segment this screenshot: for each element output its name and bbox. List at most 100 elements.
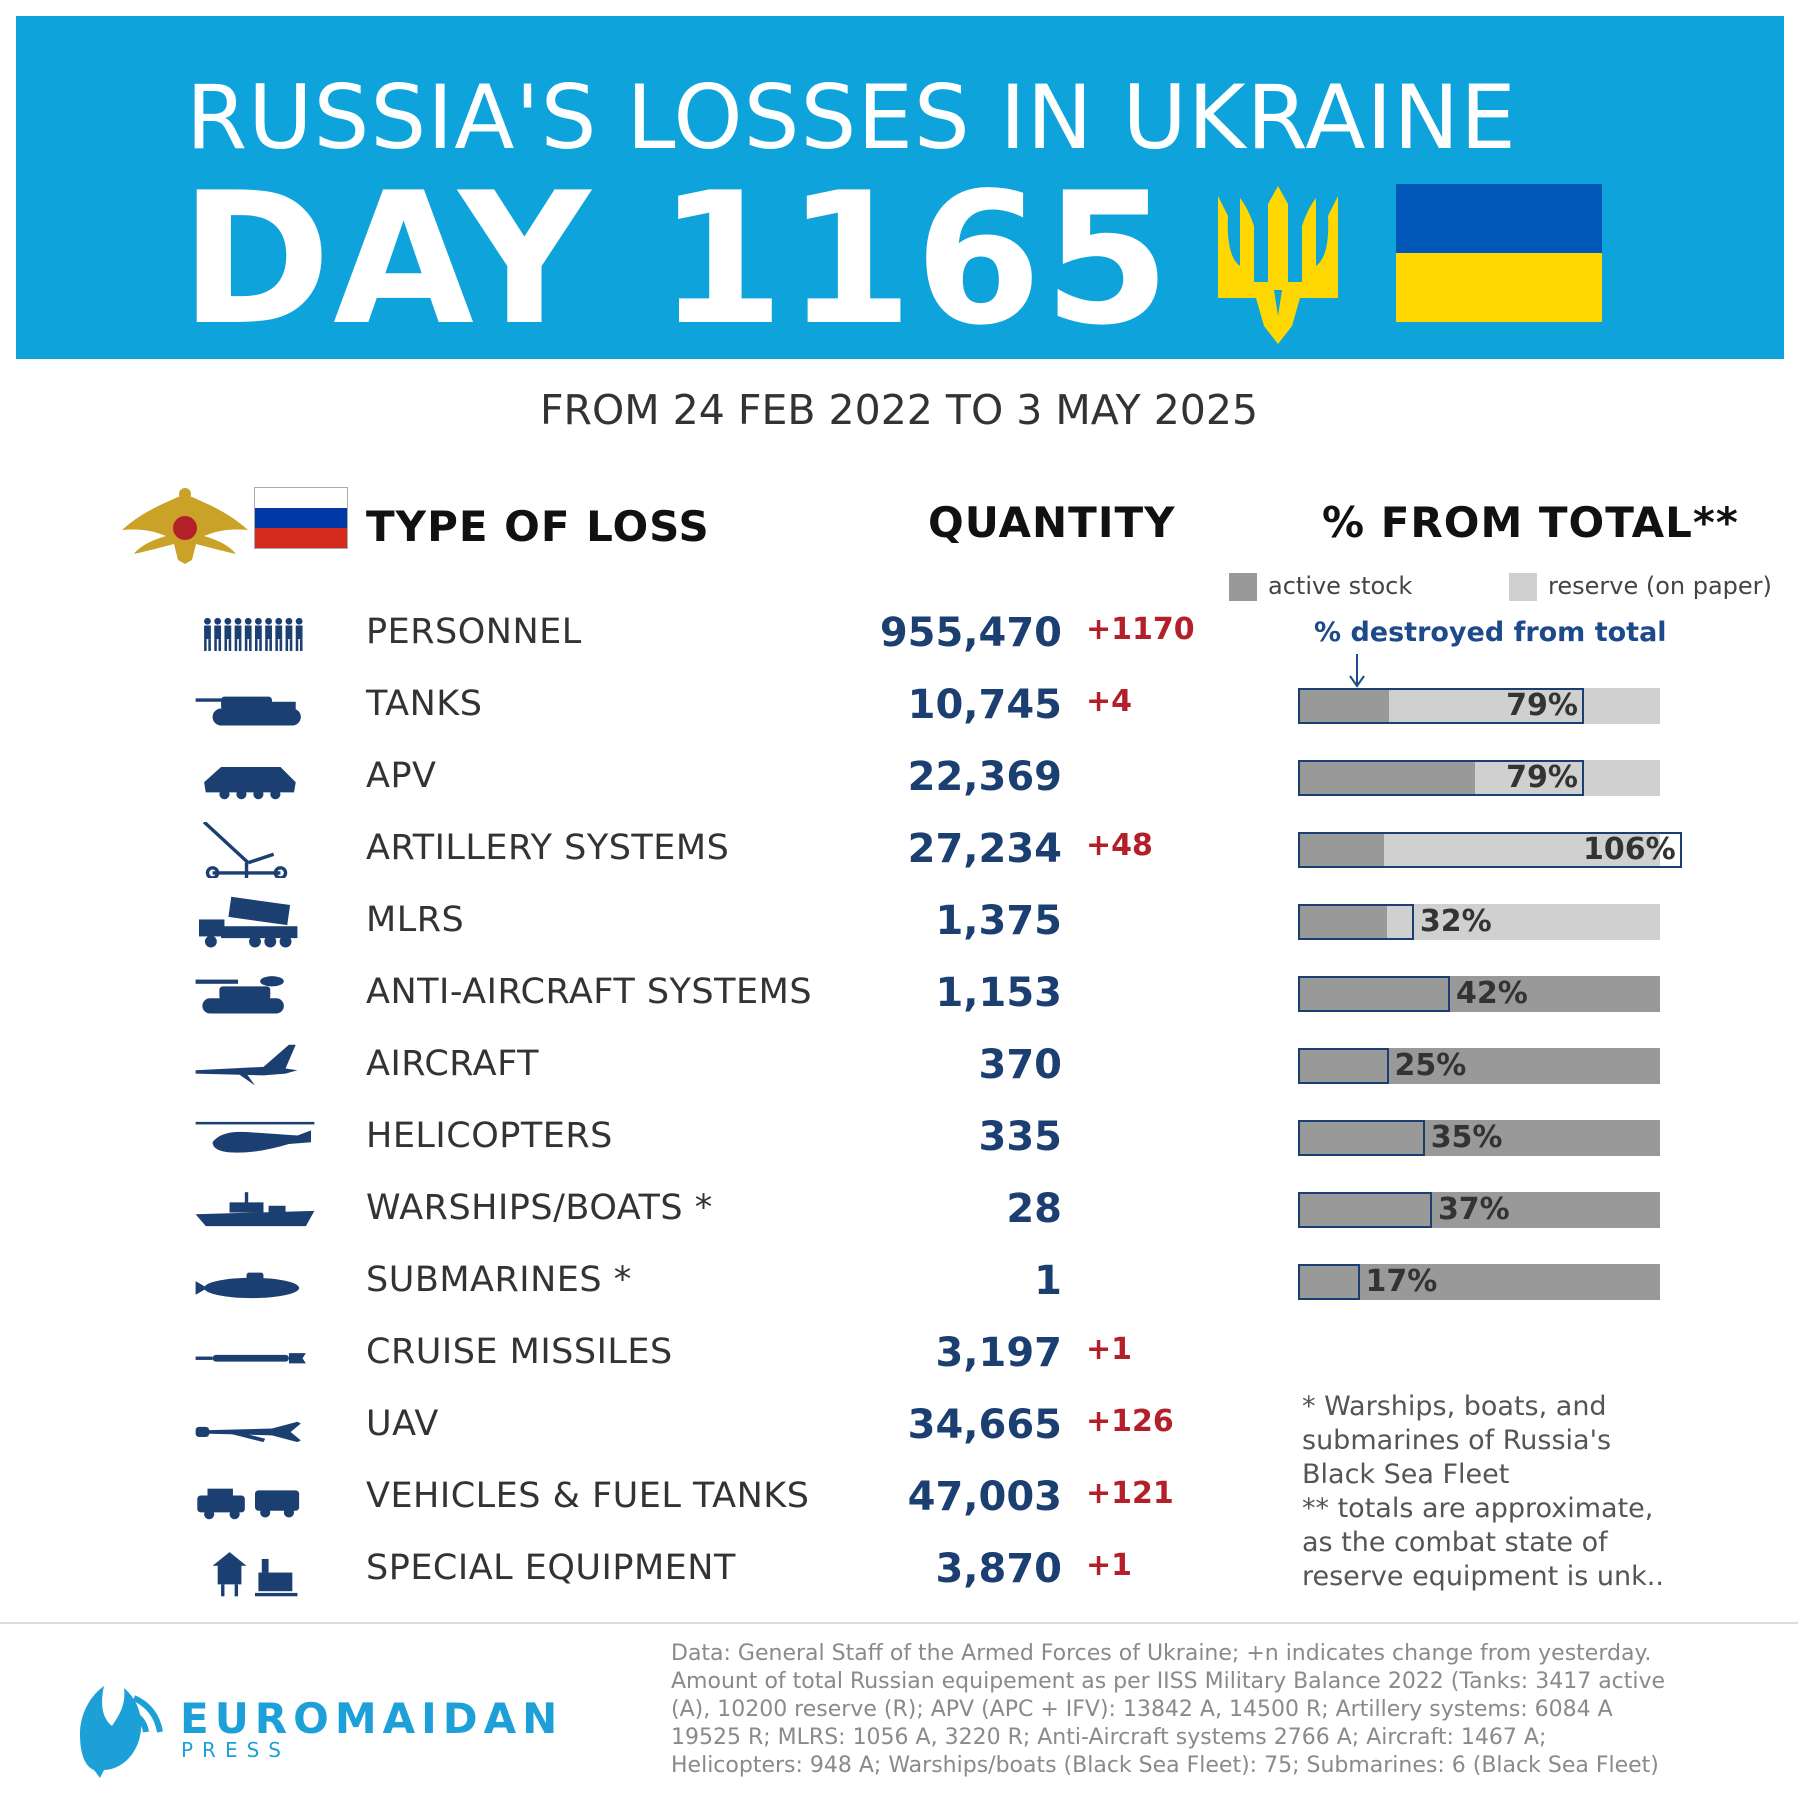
submarine-icon xyxy=(195,1272,300,1299)
russia-flag xyxy=(254,487,348,549)
date-range: FROM 24 FEB 2022 TO 3 MAY 2025 xyxy=(539,386,1259,434)
apv-icon xyxy=(204,766,296,800)
helicopter-icon xyxy=(195,1121,315,1153)
bar-reserve-stock xyxy=(1387,904,1660,940)
loss-quantity: 3,197 xyxy=(935,1330,1062,1376)
artillery-icon xyxy=(202,822,288,878)
loss-quantity: 22,369 xyxy=(907,754,1062,800)
percent-bar: 25% xyxy=(1298,1048,1660,1084)
loss-type-label: VEHICLES & FUEL TANKS xyxy=(366,1476,810,1516)
loss-quantity: 1,153 xyxy=(935,970,1062,1016)
tank-icon xyxy=(195,696,301,726)
footnote-line: * Warships, boats, and xyxy=(1302,1391,1607,1422)
percent-bar: 106% xyxy=(1298,832,1682,868)
table-row: SPECIAL EQUIPMENT 3,870 +1 xyxy=(0,1534,1798,1606)
loss-delta: +48 xyxy=(1086,828,1153,863)
bar-active-stock xyxy=(1298,760,1475,796)
bar-destroyed xyxy=(1298,760,1584,796)
arrow-down-icon xyxy=(1349,654,1365,688)
footnote-line: Black Sea Fleet xyxy=(1302,1459,1510,1490)
percent-bar: 32% xyxy=(1298,904,1660,940)
loss-type-label: PERSONNEL xyxy=(366,612,582,652)
table-row: PERSONNEL 955,470 +1170 xyxy=(0,598,1798,670)
footnote-line: as the combat state of xyxy=(1302,1527,1608,1558)
legend-active-label: active stock xyxy=(1268,572,1413,600)
page-title: RUSSIA'S LOSSES IN UKRAINE xyxy=(186,66,1517,169)
footnote-line: ** totals are approximate, xyxy=(1302,1493,1654,1524)
loss-quantity: 1 xyxy=(1034,1258,1062,1304)
percent-bar: 37% xyxy=(1298,1192,1660,1228)
percent-bar: 79% xyxy=(1298,688,1660,724)
loss-type-label: ARTILLERY SYSTEMS xyxy=(366,828,730,868)
footnote: * Warships, boats, and submarines of Rus… xyxy=(1302,1390,1722,1594)
percent-label: 35% xyxy=(1430,1120,1503,1155)
bar-active-stock xyxy=(1298,688,1389,724)
bar-reserve-stock xyxy=(1474,760,1660,796)
loss-type-label: HELICOPTERS xyxy=(366,1116,613,1156)
table-row: TANKS 10,745 +4 79% xyxy=(0,670,1798,742)
brand-name: EUROMAIDAN xyxy=(180,1694,564,1743)
percent-from-total-header: % FROM TOTAL** xyxy=(1322,498,1739,547)
bar-reserve-stock xyxy=(1388,688,1660,724)
percent-bar: 17% xyxy=(1298,1264,1660,1300)
percent-label: 79% xyxy=(1506,760,1578,795)
aircraft-icon xyxy=(195,1044,298,1086)
percent-label: 17% xyxy=(1365,1264,1438,1299)
table-row: MLRS 1,375 32% xyxy=(0,886,1798,958)
percent-bar: 35% xyxy=(1298,1120,1660,1156)
bar-active-stock xyxy=(1298,976,1660,1012)
bar-active-stock xyxy=(1298,1192,1660,1228)
loss-quantity: 27,234 xyxy=(907,826,1062,872)
loss-type-label: TANKS xyxy=(366,684,483,724)
bar-reserve-stock xyxy=(1384,832,1660,868)
legend-reserve-swatch xyxy=(1509,573,1537,601)
loss-quantity: 1,375 xyxy=(935,898,1062,944)
warship-icon xyxy=(195,1192,315,1227)
percent-bar: 79% xyxy=(1298,760,1660,796)
table-row: UAV 34,665 +126 xyxy=(0,1390,1798,1462)
bar-active-stock xyxy=(1298,904,1388,940)
loss-delta: +1 xyxy=(1086,1332,1133,1367)
table-row: ANTI-AIRCRAFT SYSTEMS 1,153 42% xyxy=(0,958,1798,1030)
quantity-header: QUANTITY xyxy=(928,498,1176,547)
bar-destroyed xyxy=(1298,832,1682,868)
legend-active-swatch xyxy=(1229,573,1257,601)
table-row: APV 22,369 79% xyxy=(0,742,1798,814)
percent-label: 32% xyxy=(1419,904,1492,939)
uav-icon xyxy=(195,1421,301,1443)
loss-delta: +4 xyxy=(1086,684,1133,719)
loss-delta: +126 xyxy=(1086,1404,1174,1439)
russian-eagle-emblem-icon xyxy=(122,488,248,564)
loss-quantity: 370 xyxy=(978,1042,1063,1088)
day-counter: DAY 1165 xyxy=(180,153,1173,365)
table-row: ARTILLERY SYSTEMS 27,234 +48 106% xyxy=(0,814,1798,886)
table-row: VEHICLES & FUEL TANKS 47,003 +121 xyxy=(0,1462,1798,1534)
bar-active-stock xyxy=(1298,832,1384,868)
loss-type-label: AIRCRAFT xyxy=(366,1044,540,1084)
percent-bar: 42% xyxy=(1298,976,1660,1012)
footer-divider xyxy=(0,1622,1798,1624)
loss-type-label: UAV xyxy=(366,1404,439,1444)
loss-type-label: APV xyxy=(366,756,437,796)
legend-reserve-label: reserve (on paper) xyxy=(1548,572,1772,600)
personnel-icon xyxy=(204,617,303,651)
footnote-line: reserve equipment is unk.. xyxy=(1302,1561,1664,1592)
bar-destroyed xyxy=(1298,976,1451,1012)
mlrs-icon xyxy=(199,896,298,948)
footnote-line: submarines of Russia's xyxy=(1302,1425,1612,1456)
percent-label: 42% xyxy=(1456,976,1528,1011)
loss-type-label: SPECIAL EQUIPMENT xyxy=(366,1548,736,1588)
loss-quantity: 955,470 xyxy=(879,610,1062,656)
table-row: HELICOPTERS 335 35% xyxy=(0,1102,1798,1174)
percent-label: 37% xyxy=(1437,1192,1510,1227)
loss-type-label: ANTI-AIRCRAFT SYSTEMS xyxy=(366,972,813,1012)
loss-quantity: 3,870 xyxy=(935,1546,1062,1592)
type-of-loss-header: TYPE OF LOSS xyxy=(366,502,710,551)
loss-delta: +1170 xyxy=(1086,612,1195,647)
table-row: SUBMARINES * 1 17% xyxy=(0,1246,1798,1318)
loss-quantity: 28 xyxy=(1006,1186,1062,1232)
vehicles-icon xyxy=(197,1488,300,1520)
loss-delta: +121 xyxy=(1086,1476,1174,1511)
trident-icon xyxy=(1218,186,1338,344)
table-row: AIRCRAFT 370 25% xyxy=(0,1030,1798,1102)
